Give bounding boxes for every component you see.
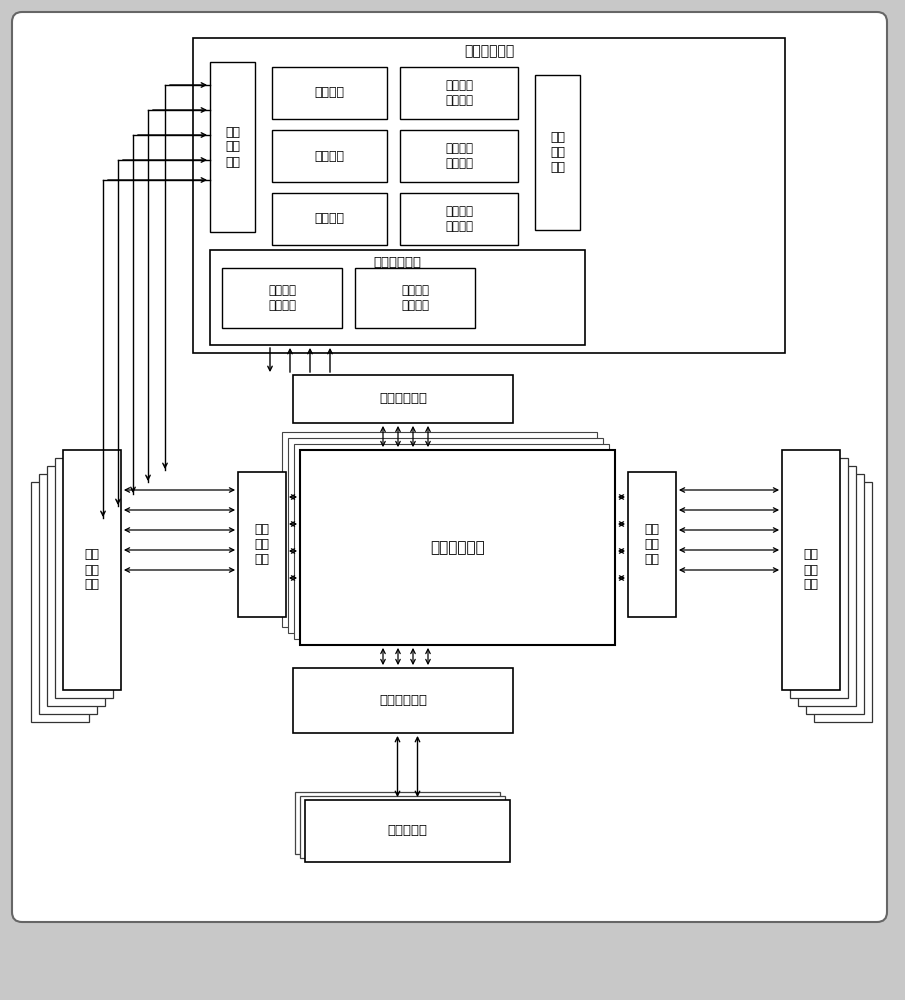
- Text: 输出端口
控制单元: 输出端口 控制单元: [445, 205, 473, 233]
- Bar: [293, 668, 513, 733]
- Text: 存储控制模块: 存储控制模块: [379, 694, 427, 707]
- Text: 交换控制单元: 交换控制单元: [374, 256, 422, 269]
- Bar: [39, 474, 97, 714]
- Text: 发送队列: 发送队列: [315, 213, 345, 226]
- Bar: [300, 796, 505, 858]
- FancyBboxPatch shape: [12, 12, 887, 922]
- Bar: [300, 450, 615, 645]
- Bar: [272, 193, 387, 245]
- Bar: [272, 130, 387, 182]
- Bar: [628, 472, 676, 617]
- Bar: [806, 474, 864, 714]
- Bar: [55, 458, 113, 698]
- Text: 发送队列: 发送队列: [315, 87, 345, 100]
- Bar: [272, 67, 387, 119]
- Text: 接收
仲裁
单元: 接收 仲裁 单元: [225, 125, 240, 168]
- Text: 交换调度模块: 交换调度模块: [464, 44, 514, 58]
- Bar: [288, 438, 603, 633]
- Text: 交换通道模块: 交换通道模块: [430, 540, 485, 555]
- Text: 输出
交叉
开关: 输出 交叉 开关: [644, 523, 660, 566]
- Text: 输出
控制
模块: 输出 控制 模块: [804, 548, 818, 591]
- Bar: [400, 193, 518, 245]
- Bar: [282, 432, 597, 627]
- Text: 输出端口
控制单元: 输出端口 控制单元: [445, 142, 473, 170]
- Bar: [535, 75, 580, 230]
- Bar: [47, 466, 105, 706]
- Text: 输出交换
控制单元: 输出交换 控制单元: [401, 284, 429, 312]
- Bar: [222, 268, 342, 328]
- Bar: [814, 482, 872, 722]
- Bar: [31, 482, 89, 722]
- Text: 外部存储器: 外部存储器: [387, 824, 427, 838]
- Text: 输入
交叉
开关: 输入 交叉 开关: [254, 523, 270, 566]
- Bar: [193, 38, 785, 353]
- Bar: [782, 450, 840, 690]
- Bar: [295, 792, 500, 854]
- Bar: [210, 62, 255, 232]
- Text: 发送队列: 发送队列: [315, 149, 345, 162]
- Text: 存储管理模块: 存储管理模块: [379, 392, 427, 406]
- Bar: [294, 444, 609, 639]
- Bar: [238, 472, 286, 617]
- Text: 输入
控制
模块: 输入 控制 模块: [84, 548, 100, 591]
- Text: 输入交换
控制单元: 输入交换 控制单元: [268, 284, 296, 312]
- Bar: [293, 375, 513, 423]
- Bar: [210, 250, 585, 345]
- Text: 输出端口
控制单元: 输出端口 控制单元: [445, 79, 473, 107]
- Bar: [790, 458, 848, 698]
- Bar: [305, 800, 510, 862]
- Bar: [400, 67, 518, 119]
- Bar: [63, 450, 121, 690]
- Bar: [400, 130, 518, 182]
- Bar: [355, 268, 475, 328]
- Bar: [798, 466, 856, 706]
- Text: 发送
仲裁
单元: 发送 仲裁 单元: [550, 131, 565, 174]
